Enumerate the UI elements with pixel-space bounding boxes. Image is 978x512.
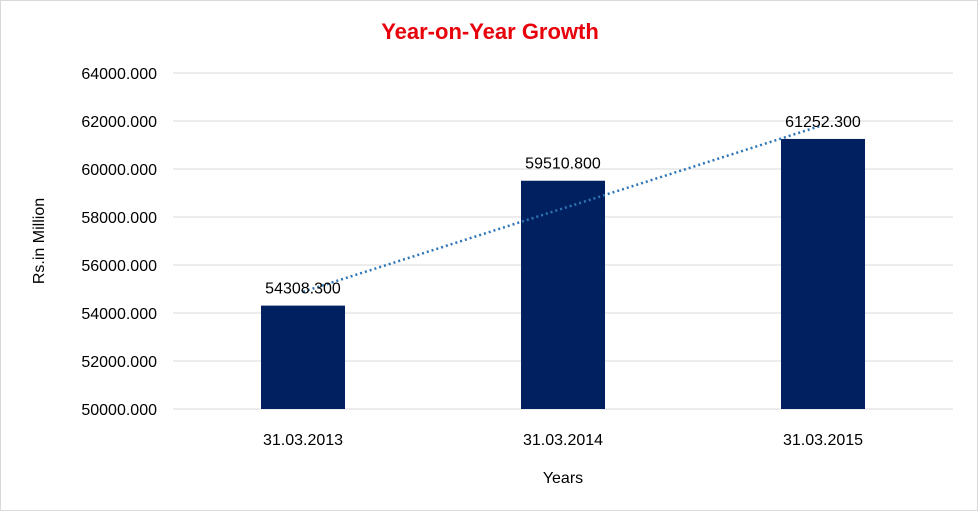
data-label: 61252.300 [785,114,861,131]
y-tick-label: 50000.000 [81,402,157,419]
y-axis-title: Rs.in Million [31,198,48,284]
y-tick-label: 52000.000 [81,354,157,371]
y-tick-label: 60000.000 [81,162,157,179]
trendline [302,123,824,293]
y-tick-label: 54000.000 [81,306,157,323]
x-tick-label: 31.03.2015 [783,432,863,449]
bar [781,138,865,409]
bar [261,305,345,409]
data-labels: 54308.300 59510.800 61252.300 [265,114,861,298]
trendline-group [302,123,824,293]
data-label: 59510.800 [525,156,601,173]
data-label: 54308.300 [265,281,341,298]
x-axis-ticks: 31.03.2013 31.03.2014 31.03.2015 [263,432,863,449]
y-axis-ticks: 50000.000 52000.000 54000.000 56000.000 5800… [81,66,157,419]
bars [261,138,865,409]
x-tick-label: 31.03.2014 [523,432,603,449]
y-tick-label: 56000.000 [81,258,157,275]
y-tick-label: 62000.000 [81,114,157,131]
x-tick-label: 31.03.2013 [263,432,343,449]
y-tick-label: 58000.000 [81,210,157,227]
chart-title: Year-on-Year Growth [381,19,599,44]
x-axis-title: Years [543,470,583,487]
y-tick-label: 64000.000 [81,66,157,83]
bar [521,180,605,409]
